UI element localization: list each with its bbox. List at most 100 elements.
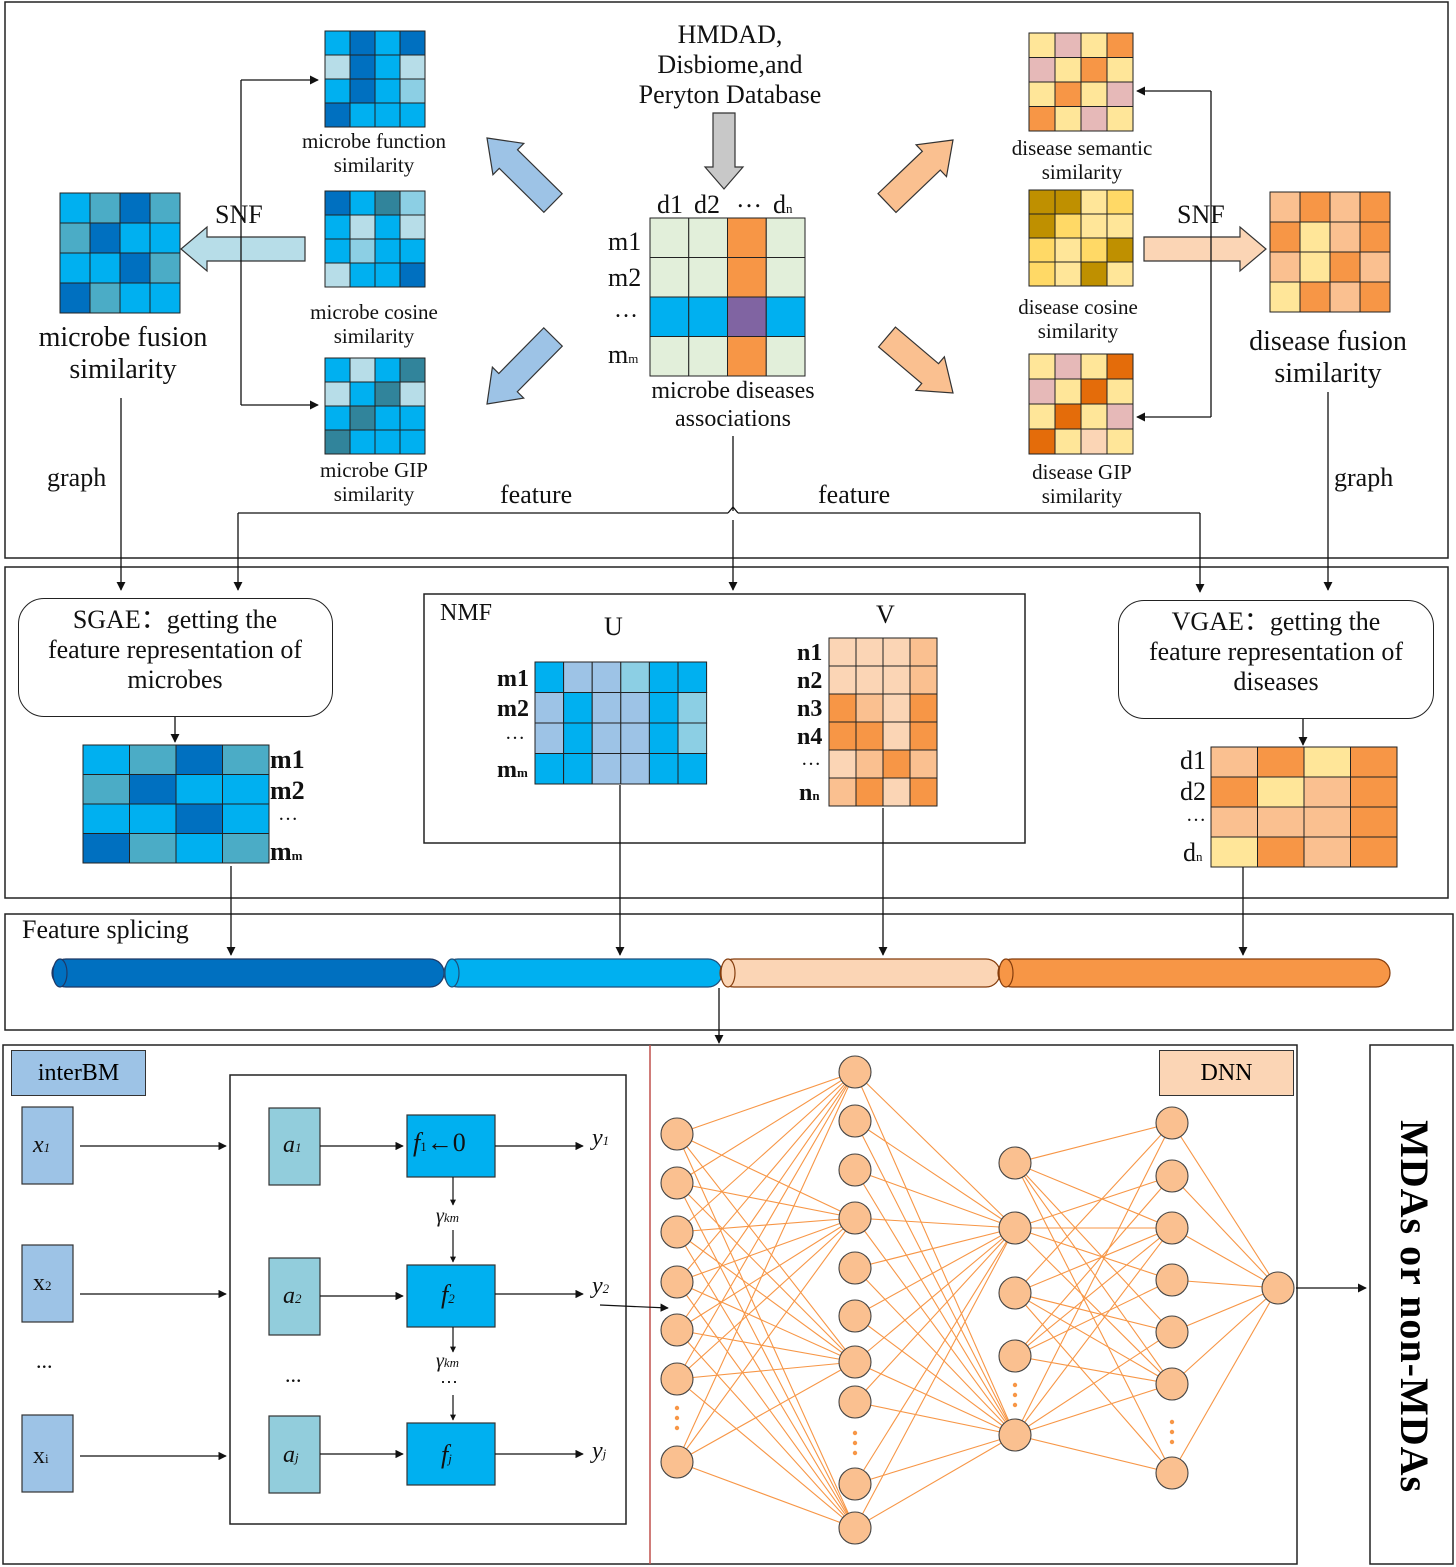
microbe-cosine-matrix-cell (374, 190, 401, 216)
microbe-function-matrix-cell (374, 78, 401, 104)
dnn-edge (854, 1169, 1016, 1229)
nmf-v-matrix (828, 637, 938, 807)
sgae-output-matrix-cell (222, 833, 270, 864)
dnn-edge (1014, 1227, 1173, 1294)
sgae-output-matrix-cell (222, 803, 270, 834)
disease-fusion-matrix-cell (1359, 191, 1391, 223)
nmf-frame (423, 593, 1026, 844)
disease-semantic-matrix-cell (1080, 57, 1108, 83)
f-node-f2: f2 (441, 1280, 455, 1309)
microbe-function-matrix-cell (399, 102, 426, 128)
interbm-to-dnn (599, 1303, 669, 1312)
vgae-output-matrix-cell (1303, 806, 1351, 838)
disease-semantic-matrix-cell (1106, 57, 1134, 83)
dnn-edge (854, 1227, 1016, 1529)
nmf-v-matrix-cell (909, 637, 938, 667)
dnn-edge (676, 1071, 856, 1283)
disease-semantic-matrix-cell (1106, 81, 1134, 107)
dnn-edge (854, 1227, 1016, 1269)
vgae-output-matrix-cell (1257, 776, 1305, 808)
microbe-gip-matrix-cell (324, 381, 351, 407)
dnn-node (998, 1211, 1032, 1245)
microbe-cosine-matrix-cell (324, 262, 351, 288)
nmf-v-matrix-cell (909, 721, 938, 751)
association-matrix-cell (727, 257, 767, 298)
input-dots: ... (36, 1348, 53, 1373)
dnn-edge (1014, 1162, 1173, 1385)
nmf-u-matrix-cell (591, 661, 622, 693)
splice-bar-microbe-sgae-cap (52, 958, 68, 988)
sgae-output-matrix (82, 744, 270, 864)
splice-bar-microbe-sgae (51, 958, 445, 988)
microbe-fusion-matrix-cell (89, 282, 121, 314)
disease-gip-matrix-cell (1106, 353, 1134, 380)
dnn-edge (854, 1071, 1016, 1229)
association-matrix-cell (649, 257, 690, 298)
microbe-fusion-matrix-cell (119, 282, 151, 314)
splice-bar-microbe-nmf-body (443, 958, 723, 988)
dnn-edge (854, 1071, 1016, 1436)
a-node-dots: ... (285, 1362, 302, 1387)
association-matrix-cell (649, 296, 690, 337)
assoc-row-dots: … (614, 297, 638, 323)
a-node-a2: a2 (283, 1283, 302, 1309)
dnn-edge (676, 1461, 856, 1529)
nmf-v-matrix-cell (828, 749, 857, 779)
dnn-edge (1014, 1227, 1173, 1385)
dnn-node (838, 1153, 872, 1187)
feature-splicing-label: Feature splicing (22, 915, 189, 944)
dnn-node (660, 1215, 694, 1249)
disease-fusion-matrix-cell (1269, 221, 1301, 253)
dnn-node (660, 1445, 694, 1479)
vgae-row-d2: d2 (1180, 777, 1206, 806)
dnn-edge (1014, 1434, 1173, 1474)
graph-left-label: graph (47, 463, 107, 492)
dnn-edge (1014, 1227, 1173, 1436)
sgae-row-dots: … (278, 803, 298, 825)
dnn-edge (676, 1071, 856, 1380)
splice-bar-microbe-nmf-cap (444, 958, 460, 988)
disease-fusion-matrix-cell (1269, 191, 1301, 223)
microbe-cosine-matrix-cell (374, 262, 401, 288)
output-y1: y1 (592, 1125, 610, 1151)
microbe-function-matrix-cell (399, 54, 426, 80)
disease-fusion-matrix-cell (1329, 251, 1361, 283)
microbe-fusion-matrix-cell (59, 252, 91, 284)
disease-fusion-matrix-cell (1269, 251, 1301, 283)
dnn-node (1155, 1106, 1189, 1140)
dnn-edge (1014, 1122, 1173, 1294)
microbe-gip-matrix-cell (374, 405, 401, 431)
nmf-u-matrix-cell (677, 722, 708, 754)
gamma-label-1: γkm (436, 1205, 460, 1227)
dnn-node (1155, 1367, 1189, 1401)
dnn-node (660, 1166, 694, 1200)
disease-fusion-matrix-cell (1359, 221, 1391, 253)
dnn-edge (854, 1227, 1016, 1317)
result-box (1369, 1044, 1454, 1565)
dnn-edge (676, 1361, 856, 1380)
u-row-dots: … (505, 722, 525, 744)
dnn-edge (1014, 1292, 1173, 1385)
nmf-v-matrix-cell (882, 693, 911, 723)
dnn-tag: DNN (1159, 1050, 1294, 1096)
dnn-ellipsis-dot (852, 1430, 858, 1436)
v-row-n3: n3 (797, 696, 823, 722)
nmf-v-matrix-cell (909, 665, 938, 695)
vgae-output-matrix-cell (1350, 836, 1398, 868)
dnn-ellipsis-dot (852, 1440, 858, 1446)
microbe-gip-matrix-cell (349, 357, 376, 383)
sgae-output-matrix-cell (175, 803, 223, 834)
disease-fusion-matrix-cell (1269, 281, 1301, 313)
disease-gip-matrix-cell (1054, 428, 1082, 455)
nmf-v-matrix-cell (855, 777, 884, 807)
sgae-output-matrix-cell (129, 803, 177, 834)
vgae-output-matrix-cell (1257, 836, 1305, 868)
nmf-u-matrix-cell (534, 753, 565, 785)
dnn-edge (854, 1217, 1016, 1229)
microbe-fusion-matrix-cell (89, 252, 121, 284)
feature-right-label: feature (818, 480, 891, 509)
disease-gip-matrix-cell (1080, 403, 1108, 430)
nmf-u-matrix-cell (563, 722, 593, 754)
dnn-edge (676, 1133, 856, 1529)
